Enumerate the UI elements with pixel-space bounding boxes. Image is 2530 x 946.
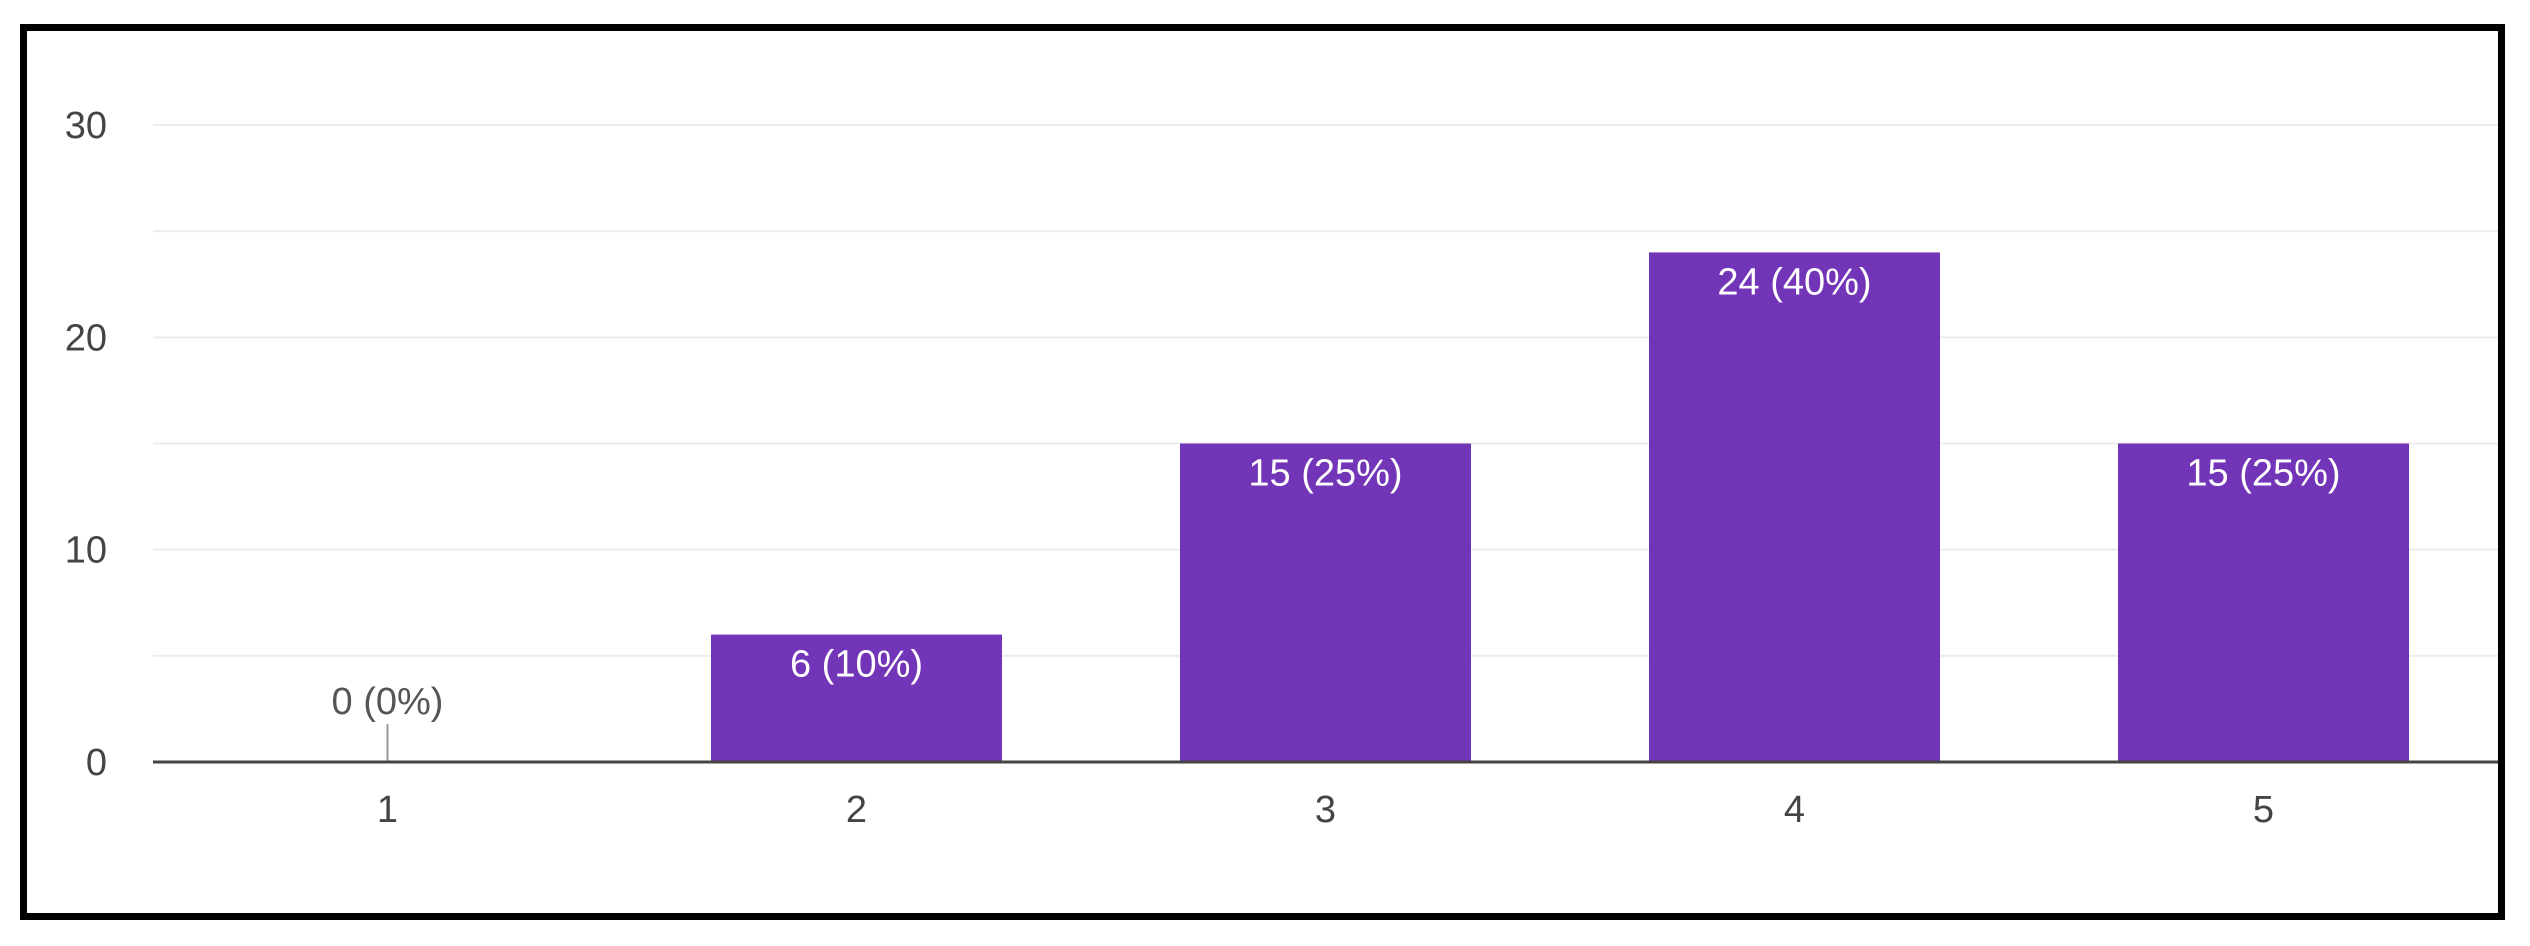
x-tick-label: 3	[1315, 789, 1336, 831]
bar-2	[711, 634, 1002, 762]
bar-data-label: 6 (10%)	[790, 644, 923, 686]
bar-data-label: 0 (0%)	[332, 681, 444, 723]
bar-4	[1649, 252, 1940, 762]
x-tick-label: 1	[377, 789, 398, 831]
bar-data-label: 24 (40%)	[1717, 261, 1871, 303]
bar-data-label: 15 (25%)	[2186, 453, 2340, 495]
x-tick-label: 2	[846, 789, 867, 831]
bar-5	[2118, 443, 2409, 762]
bars	[386, 252, 2409, 762]
bar-chart: 0 10 20 30 1 2 3 4 5 0 (0%) 6 (10%) 15 (25%) 24 (4…	[65, 105, 2498, 831]
y-tick-label: 30	[65, 105, 107, 147]
bar-3	[1180, 443, 1471, 762]
y-axis-ticks: 0 10 20 30	[65, 105, 107, 784]
bar-data-labels: 0 (0%) 6 (10%) 15 (25%) 24 (40%) 15 (25%)	[332, 261, 2341, 723]
x-axis-ticks: 1 2 3 4 5	[377, 789, 2274, 831]
chart-frame: 0 10 20 30 1 2 3 4 5 0 (0%) 6 (10%) 15 (25%) 24 (4…	[20, 24, 2505, 920]
y-tick-label: 10	[65, 530, 107, 572]
bar-data-label: 15 (25%)	[1248, 453, 1402, 495]
x-tick-label: 4	[1784, 789, 1805, 831]
y-tick-label: 20	[65, 317, 107, 359]
x-tick-label: 5	[2253, 789, 2274, 831]
y-tick-label: 0	[86, 742, 107, 784]
